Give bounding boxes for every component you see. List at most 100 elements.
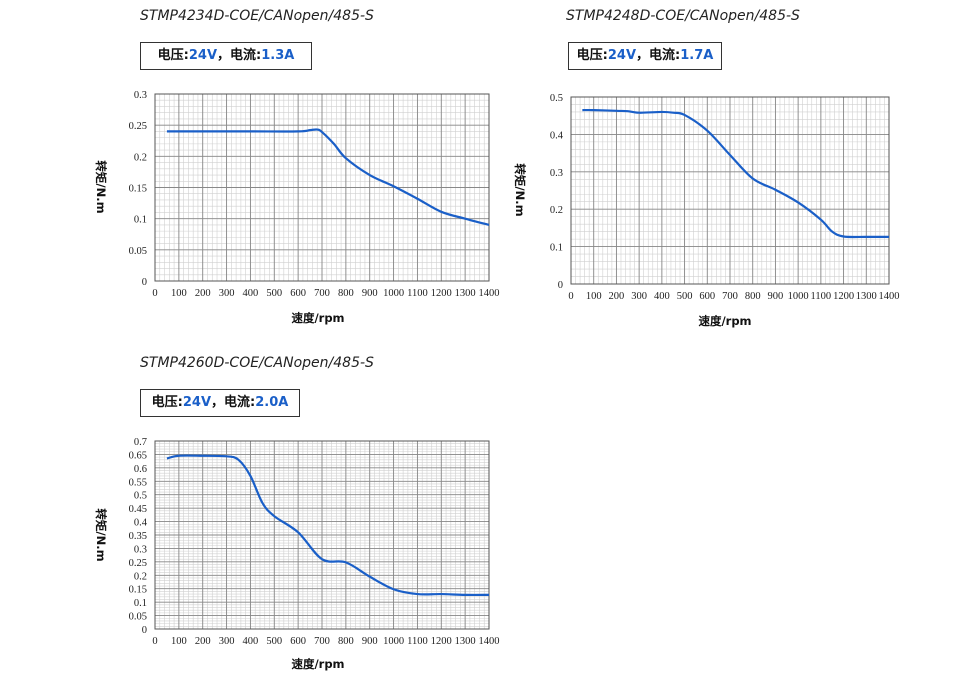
x-tick-label: 300 (219, 288, 235, 299)
x-tick-label: 700 (314, 288, 330, 299)
y-tick-label: 0.1 (134, 215, 147, 226)
y-tick-label: 0.1 (550, 243, 563, 254)
torque-curve (166, 128, 490, 226)
y-axis-label: 转矩/N.m (94, 508, 108, 561)
voltage-label: 电压: (157, 48, 189, 63)
x-axis-label: 速度/rpm (698, 314, 751, 328)
x-tick-label: 1200 (431, 288, 452, 299)
x-tick-label: 200 (195, 288, 211, 299)
y-tick-label: 0.55 (129, 477, 147, 488)
x-tick-label: 800 (745, 291, 761, 302)
x-tick-label: 900 (362, 288, 378, 299)
x-tick-label: 1000 (788, 291, 809, 302)
chart-title: STMP4260D-COE/CANopen/485-S (140, 355, 374, 371)
x-tick-label: 1400 (479, 636, 500, 647)
y-tick-label: 0.25 (129, 558, 147, 569)
plot-frame (154, 93, 490, 282)
current-label: 电流: (230, 48, 262, 63)
y-tick-label: 0.1 (134, 598, 147, 609)
y-tick-label: 0.6 (134, 464, 147, 475)
separator: ， (217, 48, 231, 63)
chart-title: STMP4234D-COE/CANopen/485-S (140, 8, 374, 24)
y-tick-label: 0 (558, 280, 563, 291)
y-tick-label: 0.3 (134, 544, 147, 555)
y-tick-label: 0.15 (129, 585, 147, 596)
x-tick-label: 300 (631, 291, 647, 302)
y-tick-label: 0 (142, 277, 147, 288)
current-label: 电流: (649, 48, 681, 63)
x-tick-label: 700 (722, 291, 738, 302)
x-tick-label: 400 (243, 288, 259, 299)
y-tick-label: 0.45 (129, 504, 147, 515)
x-tick-label: 800 (338, 636, 354, 647)
spec-box: 电压:24V，电流:1.7A (568, 42, 722, 70)
y-tick-label: 0.5 (550, 93, 563, 104)
spec-box: 电压:24V，电流:2.0A (140, 389, 300, 417)
x-tick-label: 1400 (479, 288, 500, 299)
x-tick-label: 1200 (431, 636, 452, 647)
x-axis-label: 速度/rpm (291, 657, 344, 671)
separator: ， (636, 48, 650, 63)
y-tick-label: 0.05 (129, 612, 147, 623)
x-tick-label: 100 (586, 291, 602, 302)
y-tick-label: 0.05 (129, 246, 147, 257)
y-tick-label: 0.3 (550, 168, 563, 179)
y-tick-label: 0.2 (134, 571, 147, 582)
x-tick-label: 1300 (455, 636, 476, 647)
x-tick-label: 200 (195, 636, 211, 647)
y-tick-label: 0.4 (134, 518, 148, 529)
torque-curve (166, 454, 490, 597)
y-tick-label: 0 (142, 625, 147, 636)
y-tick-label: 0.65 (129, 450, 147, 461)
x-tick-label: 600 (290, 636, 306, 647)
x-tick-label: 200 (609, 291, 625, 302)
torque-curve (582, 108, 890, 239)
x-tick-label: 0 (152, 288, 157, 299)
x-tick-label: 1000 (383, 636, 404, 647)
chart-title: STMP4248D-COE/CANopen/485-S (566, 8, 800, 24)
x-tick-label: 600 (290, 288, 306, 299)
plot-frame (570, 96, 890, 285)
x-tick-label: 100 (171, 636, 187, 647)
x-tick-label: 800 (338, 288, 354, 299)
x-tick-label: 700 (314, 636, 330, 647)
x-tick-label: 900 (768, 291, 784, 302)
x-tick-label: 1300 (455, 288, 476, 299)
x-tick-label: 1100 (407, 636, 428, 647)
y-tick-label: 0.2 (134, 152, 147, 163)
current-label: 电流: (224, 395, 256, 410)
plot-frame (154, 440, 490, 630)
x-tick-label: 600 (699, 291, 715, 302)
y-tick-label: 0.3 (134, 90, 147, 101)
voltage-value: 24V (607, 48, 637, 63)
separator: ， (211, 395, 225, 410)
x-axis-label: 速度/rpm (291, 311, 344, 325)
x-tick-label: 1300 (856, 291, 877, 302)
x-tick-label: 400 (243, 636, 259, 647)
y-tick-label: 0.25 (129, 121, 147, 132)
x-tick-label: 900 (362, 636, 378, 647)
y-axis-label: 转矩/N.m (513, 163, 527, 216)
y-axis-label: 转矩/N.m (94, 160, 108, 213)
current-value: 1.7A (680, 48, 714, 63)
voltage-value: 24V (188, 48, 218, 63)
x-tick-label: 400 (654, 291, 670, 302)
x-tick-label: 500 (266, 288, 282, 299)
x-tick-label: 0 (568, 291, 573, 302)
voltage-label: 电压: (151, 395, 183, 410)
x-tick-label: 300 (219, 636, 235, 647)
spec-box: 电压:24V，电流:1.3A (140, 42, 312, 70)
x-tick-label: 500 (266, 636, 282, 647)
x-tick-label: 1100 (407, 288, 428, 299)
x-tick-label: 500 (677, 291, 693, 302)
x-tick-label: 1100 (811, 291, 832, 302)
x-tick-label: 0 (152, 636, 157, 647)
x-tick-label: 100 (171, 288, 187, 299)
y-tick-label: 0.15 (129, 184, 147, 195)
x-tick-label: 1000 (383, 288, 404, 299)
y-tick-label: 0.35 (129, 531, 147, 542)
y-tick-label: 0.4 (550, 130, 564, 141)
voltage-value: 24V (182, 395, 212, 410)
voltage-label: 电压: (576, 48, 608, 63)
